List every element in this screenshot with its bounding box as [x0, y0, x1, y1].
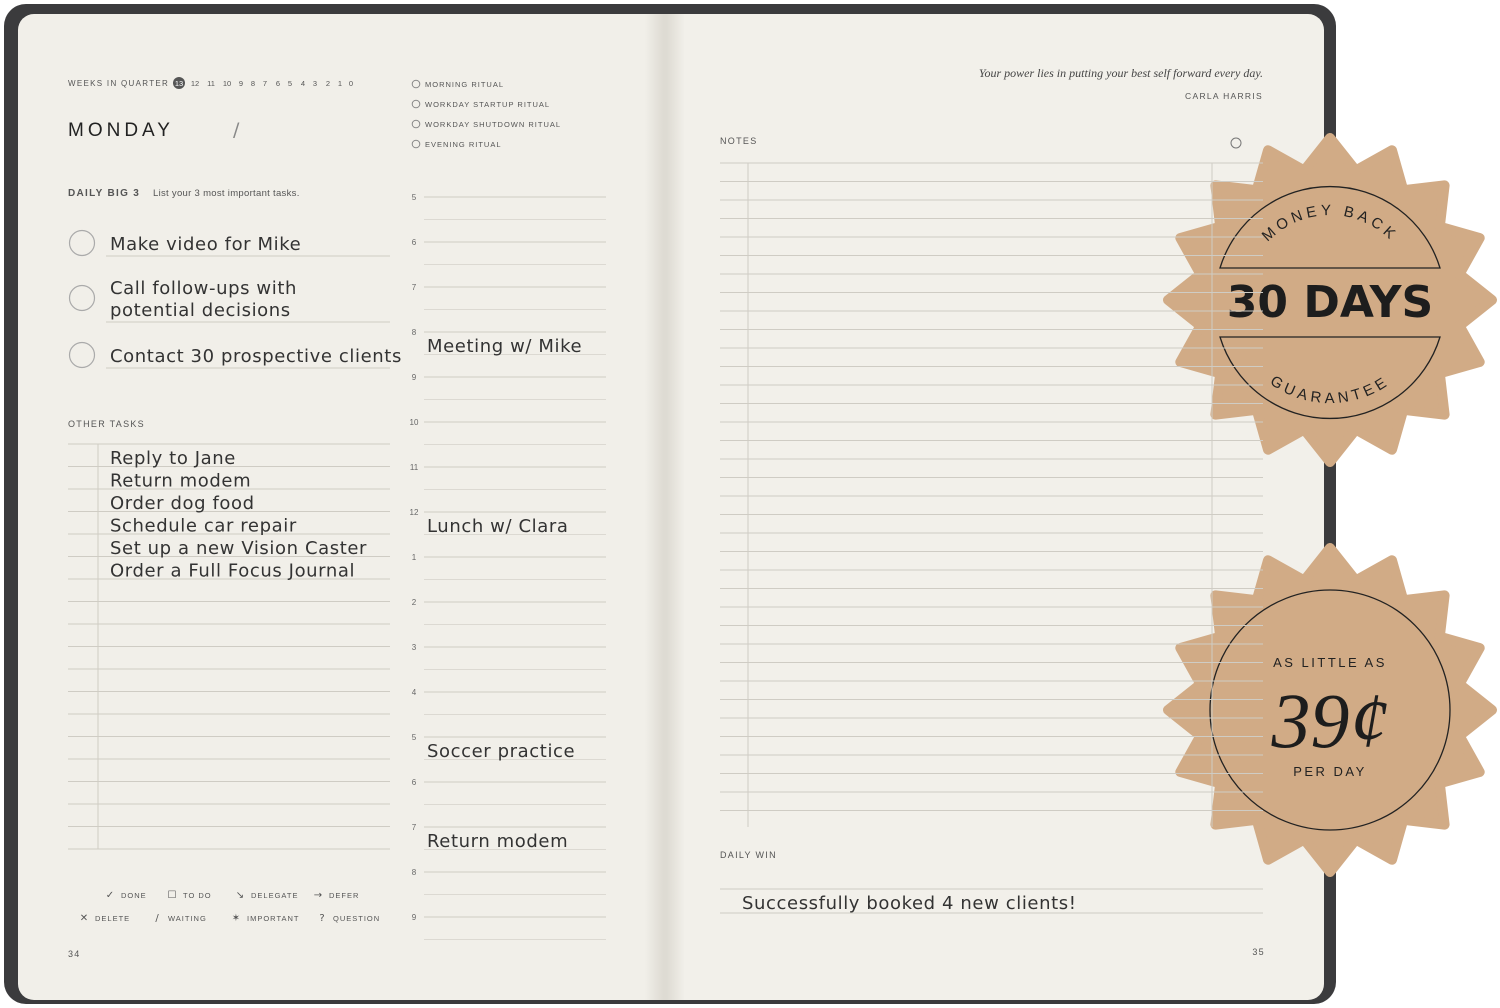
week-number: 5	[288, 79, 292, 88]
schedule-entry: Lunch w/ Clara	[427, 516, 569, 537]
hour-label: 8	[412, 868, 417, 877]
current-week-marker	[173, 77, 185, 89]
date-slash: /	[233, 119, 240, 141]
hour-label: 2	[412, 598, 417, 607]
notes-title: NOTES	[720, 136, 758, 146]
week-number: 10	[223, 79, 231, 88]
week-number: 0	[349, 79, 353, 88]
other-task: Set up a new Vision Caster	[110, 538, 367, 559]
badge-ring	[1219, 336, 1441, 420]
hour-label: 5	[412, 193, 417, 202]
week-number: 2	[326, 79, 330, 88]
hour-label: 9	[412, 373, 417, 382]
ritual-checkbox	[411, 99, 421, 109]
day-title: MONDAY	[68, 120, 174, 141]
other-task: Reply to Jane	[110, 448, 236, 469]
legend-label: DEFER	[329, 891, 359, 900]
big3-hint: List your 3 most important tasks.	[153, 188, 300, 199]
big3-title: DAILY BIG 3	[68, 188, 140, 199]
legend-symbol: /	[155, 913, 159, 924]
big3-task: potential decisions	[110, 300, 291, 321]
schedule-entry: Meeting w/ Mike	[427, 336, 582, 357]
quote: Your power lies in putting your best sel…	[979, 66, 1263, 80]
ritual: MORNING RITUAL	[425, 80, 504, 89]
hour-label: 10	[410, 418, 419, 427]
daily-win: Successfully booked 4 new clients!	[742, 893, 1077, 914]
task-checkbox	[68, 284, 96, 312]
badge-shape	[1163, 543, 1497, 877]
page-number: 34	[68, 949, 81, 959]
hour-label: 6	[412, 778, 417, 787]
legend-label: DELETE	[95, 914, 130, 923]
legend-symbol: ☐	[168, 890, 177, 901]
week-number: 1	[338, 79, 342, 88]
other-title: OTHER TASKS	[68, 419, 145, 429]
daily-win-title: DAILY WIN	[720, 850, 777, 860]
right-page	[664, 14, 1324, 1000]
legend-label: QUESTION	[333, 914, 380, 923]
legend-symbol: ✶	[232, 913, 240, 924]
ritual: EVENING RITUAL	[425, 140, 502, 149]
badge-bottom: PER DAY	[1293, 764, 1367, 779]
quote-author: CARLA HARRIS	[1185, 91, 1263, 101]
hour-label: 1	[412, 553, 417, 562]
ritual: WORKDAY SHUTDOWN RITUAL	[425, 120, 561, 129]
week-number: 7	[263, 79, 267, 88]
week-number: 13	[175, 79, 183, 88]
legend-label: IMPORTANT	[247, 914, 299, 923]
big3-task: Contact 30 prospective clients	[110, 346, 402, 367]
legend-label: TO DO	[183, 891, 212, 900]
task-checkbox	[68, 341, 96, 369]
badge-main: 39¢	[1271, 677, 1389, 764]
badge-ring	[1219, 185, 1441, 269]
weeks-label: WEEKS IN QUARTER	[68, 79, 169, 88]
badge-top: AS LITTLE AS	[1273, 655, 1387, 670]
other-task: Order dog food	[110, 493, 255, 514]
other-task: Schedule car repair	[110, 516, 297, 537]
hour-label: 7	[412, 823, 417, 832]
badge-main: 30 DAYS	[1227, 277, 1433, 328]
legend-symbol: ?	[319, 913, 324, 924]
left-page	[18, 14, 668, 1000]
page-number: 35	[1252, 947, 1265, 957]
big3-task: Make video for Mike	[110, 234, 301, 255]
badge-ring	[1209, 589, 1451, 831]
week-number: 12	[191, 79, 199, 88]
hour-label: 9	[412, 913, 417, 922]
ritual-checkbox	[411, 79, 421, 89]
week-number: 6	[276, 79, 280, 88]
hour-label: 4	[412, 688, 417, 697]
hour-label: 12	[410, 508, 419, 517]
hour-label: 8	[412, 328, 417, 337]
other-task: Order a Full Focus Journal	[110, 561, 355, 582]
week-number: 4	[301, 79, 305, 88]
other-task: Return modem	[110, 471, 251, 492]
ritual: WORKDAY STARTUP RITUAL	[425, 100, 550, 109]
spine	[645, 14, 685, 1000]
notes-icon	[1230, 137, 1242, 149]
task-checkbox	[68, 229, 96, 257]
hour-label: 7	[412, 283, 417, 292]
hour-label: 6	[412, 238, 417, 247]
hour-label: 3	[412, 643, 417, 652]
hour-label: 5	[412, 733, 417, 742]
week-number: 9	[239, 79, 243, 88]
legend-label: WAITING	[168, 914, 207, 923]
legend-symbol: →	[314, 890, 322, 901]
hour-label: 11	[410, 463, 419, 472]
week-number: 8	[251, 79, 255, 88]
week-number: 11	[207, 79, 215, 88]
legend-symbol: ✓	[106, 890, 114, 901]
week-number: 3	[313, 79, 317, 88]
legend-symbol: ↘	[236, 890, 244, 901]
big3-task: Call follow-ups with	[110, 278, 297, 299]
ritual-checkbox	[411, 139, 421, 149]
schedule-entry: Return modem	[427, 831, 568, 852]
schedule-entry: Soccer practice	[427, 741, 575, 762]
legend-label: DELEGATE	[251, 891, 298, 900]
legend-symbol: ✕	[80, 913, 88, 924]
ritual-checkbox	[411, 119, 421, 129]
legend-label: DONE	[121, 891, 147, 900]
